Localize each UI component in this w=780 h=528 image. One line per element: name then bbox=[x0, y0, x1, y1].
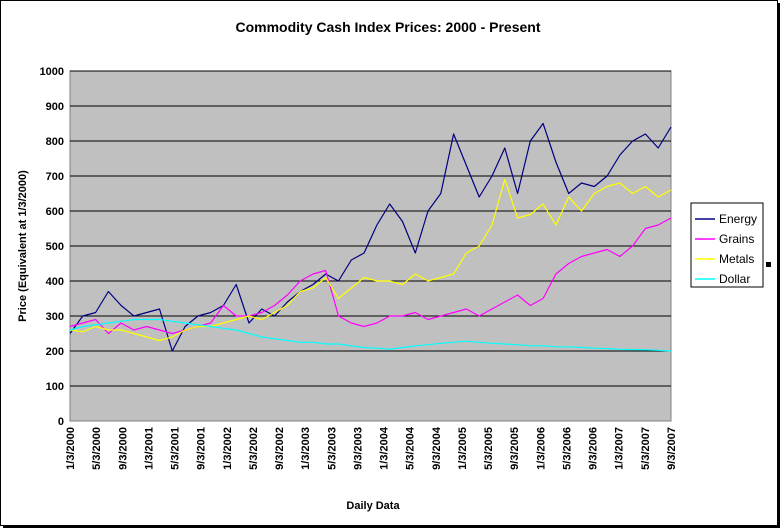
legend-label-energy: Energy bbox=[719, 212, 757, 226]
y-tick-label: 600 bbox=[46, 206, 64, 218]
x-tick-label: 5/3/2002 bbox=[248, 427, 260, 470]
x-tick-labels: 1/3/2000 5/3/2000 9/3/2000 1/3/2001 5/3/2001… bbox=[65, 426, 678, 470]
y-tick-label: 800 bbox=[46, 136, 64, 148]
y-tick-label: 100 bbox=[46, 381, 64, 393]
series-line-energy bbox=[69, 122, 672, 352]
y-tick-label: 500 bbox=[46, 241, 64, 253]
x-tick-label: 9/3/2001 bbox=[196, 427, 208, 470]
x-tick-label: 1/3/2007 bbox=[614, 427, 626, 470]
x-tick-label: 9/3/2007 bbox=[666, 427, 678, 470]
x-tick-label: 1/3/2005 bbox=[457, 427, 469, 470]
y-tick-label: 700 bbox=[46, 171, 64, 183]
x-tick-label: 9/3/2002 bbox=[274, 427, 286, 470]
x-tick-label: 5/3/2005 bbox=[483, 427, 495, 470]
x-tick-label: 1/3/2001 bbox=[143, 427, 155, 470]
y-tick-labels: 0 100 200 300 400 500 600 700 800 900 1000 bbox=[40, 66, 64, 428]
gridlines bbox=[70, 70, 671, 387]
x-tick-label: 5/3/2003 bbox=[326, 427, 338, 470]
chart-title: Commodity Cash Index Prices: 2000 - Pres… bbox=[236, 19, 541, 35]
legend-box bbox=[690, 202, 764, 288]
x-tick-label: 9/3/2006 bbox=[588, 427, 600, 470]
y-tick-label: 900 bbox=[46, 101, 64, 113]
legend-handle bbox=[766, 262, 771, 267]
x-tick-label: 9/3/2005 bbox=[509, 427, 521, 470]
x-tick-label: 5/3/2004 bbox=[405, 426, 417, 470]
x-tick-label: 9/3/2003 bbox=[352, 427, 364, 470]
series-line-grains bbox=[69, 217, 672, 335]
series-line-dollar bbox=[69, 318, 672, 352]
y-tick-label: 0 bbox=[58, 416, 64, 428]
x-axis-title: Daily Data bbox=[346, 500, 400, 512]
x-tick-label: 5/3/2006 bbox=[561, 427, 573, 470]
x-tick-label: 9/3/2000 bbox=[117, 427, 129, 470]
x-tick-label: 1/3/2006 bbox=[535, 427, 547, 470]
x-tick-label: 1/3/2004 bbox=[379, 426, 391, 470]
x-tick-label: 9/3/2004 bbox=[431, 426, 443, 470]
y-tick-label: 200 bbox=[46, 346, 64, 358]
series-line-metals bbox=[69, 178, 672, 342]
x-tick-label: 5/3/2001 bbox=[170, 427, 182, 470]
legend-label-grains: Grains bbox=[719, 232, 754, 246]
x-tick-label: 1/3/2003 bbox=[300, 427, 312, 470]
legend-label-dollar: Dollar bbox=[719, 272, 750, 286]
y-tick-label: 1000 bbox=[40, 66, 64, 78]
series-lines bbox=[69, 122, 672, 352]
legend: Energy Grains Metals Dollar bbox=[690, 202, 764, 288]
y-tick-label: 300 bbox=[46, 311, 64, 323]
x-tick-label: 5/3/2000 bbox=[91, 427, 103, 470]
x-tick-label: 1/3/2002 bbox=[222, 427, 234, 470]
x-tick-label: 1/3/2000 bbox=[65, 427, 77, 470]
x-tick-label: 5/3/2007 bbox=[640, 427, 652, 470]
y-tick-label: 400 bbox=[46, 276, 64, 288]
y-axis-title: Price (Equivalent at 1/3/2000) bbox=[17, 170, 29, 322]
legend-label-metals: Metals bbox=[719, 252, 754, 266]
